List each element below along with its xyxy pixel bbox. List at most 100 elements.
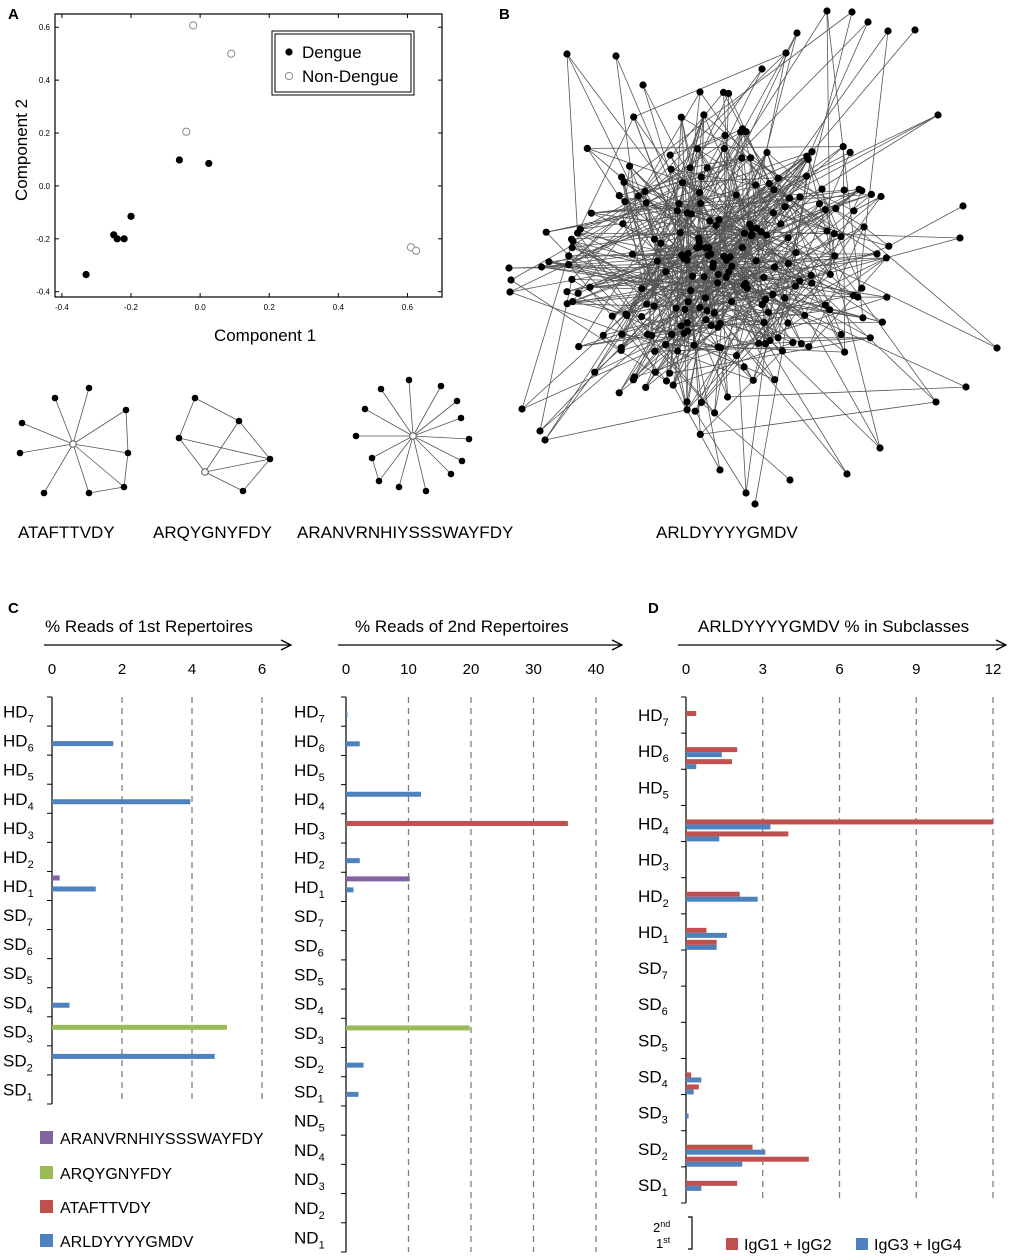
- network-node: [662, 377, 671, 385]
- network-edge: [686, 212, 701, 435]
- bar-chart-c2: 0 10 20 30 40HD7HD6HD5HD4HD3HD2HD1SD7SD6SD5S…: [294, 639, 624, 1253]
- network-edge: [412, 435, 470, 440]
- network-edge: [676, 307, 765, 323]
- network-node: [771, 376, 779, 384]
- category-label-subscript: 7: [27, 917, 33, 929]
- network-node: [587, 209, 596, 217]
- bar: [686, 831, 789, 837]
- category-label: SD5: [3, 964, 33, 987]
- category-label-prefix: ND: [294, 1199, 319, 1218]
- network-node: [583, 144, 591, 152]
- network-edge: [546, 183, 770, 233]
- network-node: [612, 52, 620, 60]
- scatter-point-dengue: [113, 235, 121, 243]
- network-edge: [638, 92, 724, 197]
- network-edge: [687, 301, 721, 471]
- bar: [686, 927, 707, 933]
- category-label-prefix: SD: [638, 1140, 662, 1159]
- scatter-x-tick-label: -0.2: [124, 303, 138, 312]
- category-label: HD1: [3, 877, 34, 900]
- legend-swatch-igg3-igg4: [856, 1238, 868, 1250]
- category-label: HD2: [638, 887, 669, 910]
- network-edge: [510, 182, 683, 281]
- category-label: SD7: [638, 959, 668, 982]
- legend-swatch-arldyyyygmdv: [40, 1234, 53, 1247]
- network-edge: [178, 437, 206, 473]
- network-node: [711, 409, 719, 417]
- network-edge: [204, 471, 244, 492]
- network-node: [878, 318, 887, 326]
- network-node: [541, 436, 549, 444]
- network-node: [122, 406, 130, 414]
- network-node: [713, 279, 722, 287]
- network-node: [876, 444, 884, 452]
- bar: [686, 1144, 753, 1150]
- network-node: [797, 340, 806, 348]
- network-node: [696, 243, 704, 251]
- bar: [52, 1053, 215, 1059]
- network-node: [720, 144, 728, 153]
- network-node: [691, 407, 699, 415]
- network-node: [801, 311, 809, 320]
- network-edge: [633, 52, 787, 118]
- bracket-first-suffix: st: [663, 1235, 671, 1245]
- network-node: [447, 470, 455, 478]
- network-node: [683, 256, 691, 264]
- category-label-subscript: 5: [319, 1123, 325, 1135]
- network-node: [962, 383, 970, 391]
- network-node: [710, 309, 718, 317]
- network-node: [638, 313, 646, 321]
- category-label: HD4: [294, 790, 325, 813]
- axis-arrow-head: [611, 639, 624, 651]
- category-label-subscript: 5: [27, 975, 33, 987]
- chart-c2-title: % Reads of 2nd Repertoires: [355, 617, 569, 636]
- network-node: [796, 193, 804, 201]
- bracket-label-first: 1st: [656, 1235, 671, 1251]
- network-node: [740, 229, 749, 237]
- network-edge: [826, 194, 872, 232]
- category-label: SD3: [638, 1104, 668, 1127]
- network-node: [807, 271, 815, 279]
- category-label-prefix: SD: [294, 966, 318, 985]
- category-label: HD5: [638, 778, 669, 801]
- scatter-panel-a: -0.4 -0.2 0.0 0.2 0.4 0.6 -0.4 -0.2 0.0 0.2 0.4 0.6…: [12, 13, 443, 345]
- network-edge: [669, 337, 871, 374]
- network-edge: [521, 344, 666, 410]
- category-label-prefix: SD: [3, 1051, 27, 1070]
- scatter-point-non-dengue: [227, 49, 236, 58]
- category-label-subscript: 6: [318, 947, 324, 959]
- category-label: SD4: [638, 1068, 668, 1091]
- network-node: [668, 330, 676, 338]
- network-edge: [621, 334, 737, 356]
- network-edge: [539, 255, 709, 432]
- network-node: [740, 363, 748, 371]
- network-edge: [622, 223, 783, 352]
- network-node: [700, 273, 708, 281]
- network-node: [911, 26, 919, 34]
- network-edge: [580, 167, 691, 230]
- network-node: [774, 174, 782, 182]
- network-node: [721, 254, 730, 263]
- network-edge: [647, 196, 801, 335]
- network-node: [826, 270, 834, 278]
- category-label-prefix: ND: [294, 1170, 319, 1189]
- network-node: [786, 194, 794, 202]
- bar: [686, 1089, 694, 1095]
- axis-tick-label: 40: [588, 661, 605, 678]
- network-node: [850, 207, 858, 215]
- category-label-prefix: SD: [294, 907, 318, 926]
- network-edge: [736, 235, 768, 356]
- network-edge: [690, 114, 705, 215]
- network-node: [712, 222, 720, 230]
- network-edge: [651, 335, 719, 348]
- network-node: [770, 186, 778, 194]
- category-label-prefix: SD: [3, 1022, 27, 1041]
- network-node: [453, 397, 461, 405]
- category-label-subscript: 4: [319, 1152, 325, 1164]
- network-node: [737, 128, 745, 136]
- network-edge: [380, 388, 414, 437]
- network-center-node: [409, 432, 417, 440]
- network-node: [697, 398, 706, 407]
- network-node: [841, 348, 849, 356]
- scatter-legend: Dengue Non-Dengue: [271, 30, 415, 96]
